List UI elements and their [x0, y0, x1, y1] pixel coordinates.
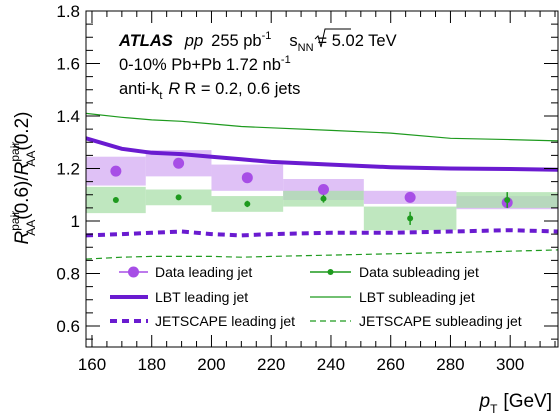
data-leading-point — [404, 191, 416, 203]
data-leading-point — [110, 165, 122, 177]
x-tick-label: 260 — [377, 355, 405, 374]
legend-data-leading-marker — [128, 266, 139, 278]
legend: Data leading jet Data subleading jet LBT… — [110, 264, 522, 329]
data-subleading-point — [407, 215, 414, 222]
legend-jetscape-leading-text: JETSCAPE leading jet — [155, 313, 295, 329]
jetscape-leading-curve — [86, 228, 558, 238]
y-tick-label: 1.2 — [56, 160, 80, 179]
x-axis-label: pT [GeV] — [479, 391, 553, 416]
y-tick-label: 1.8 — [56, 2, 80, 21]
legend-jetscape-subleading-text: JETSCAPE subleading jet — [359, 313, 522, 329]
data-subleading-point — [244, 200, 251, 207]
plot-frame — [85, 10, 559, 348]
axis-ticks: 160 180 200 220 240 260 280 300 0.6 0.8 1 1.2 1.4 1.6… — [56, 2, 558, 374]
sqrt-symbol — [314, 28, 351, 48]
y-tick-label: 0.8 — [56, 265, 80, 284]
y-tick-label: 1 — [71, 212, 80, 231]
x-tick-label: 160 — [78, 355, 106, 374]
y-tick-label: 0.6 — [56, 317, 80, 336]
data-subleading-point — [320, 195, 327, 202]
lbt-subleading-curve — [86, 112, 558, 142]
legend-data-subleading-marker — [327, 269, 334, 275]
x-tick-label: 300 — [496, 355, 524, 374]
data-leading-point — [241, 172, 253, 184]
data-subleading-point — [504, 197, 511, 203]
legend-data-leading-text: Data leading jet — [155, 264, 252, 280]
atlas-label: ATLAS pp 255 pb-1 sNN = 5.02 TeV — [118, 30, 397, 54]
legend-lbt-subleading-text: LBT subleading jet — [359, 289, 475, 305]
data-leading-point — [317, 184, 329, 195]
x-tick-label: 180 — [138, 355, 166, 374]
data-markers — [110, 157, 513, 225]
x-tick-label: 280 — [436, 355, 464, 374]
centrality-label: 0-10% Pb+Pb 1.72 nb-1 — [119, 54, 291, 74]
data-leading-point — [173, 157, 185, 169]
legend-data-subleading-text: Data subleading jet — [359, 264, 479, 280]
algorithm-label: anti-kt R R = 0.2, 0.6 jets — [119, 80, 300, 102]
theory-curves — [86, 112, 558, 260]
legend-lbt-leading-text: LBT leading jet — [155, 289, 248, 305]
data-subleading-point — [112, 197, 119, 203]
y-axis-label: Rpair AA(0.6)/Rpair AA(0.2) — [8, 112, 38, 245]
data-subleading-point — [175, 194, 182, 201]
jetscape-subleading-curve — [86, 249, 558, 260]
x-tick-label: 240 — [317, 355, 345, 374]
x-tick-label: 200 — [197, 355, 225, 374]
y-tick-label: 1.4 — [56, 107, 80, 126]
lbt-leading-curve — [86, 136, 558, 172]
x-tick-label: 220 — [257, 355, 285, 374]
y-tick-label: 1.6 — [56, 55, 80, 74]
